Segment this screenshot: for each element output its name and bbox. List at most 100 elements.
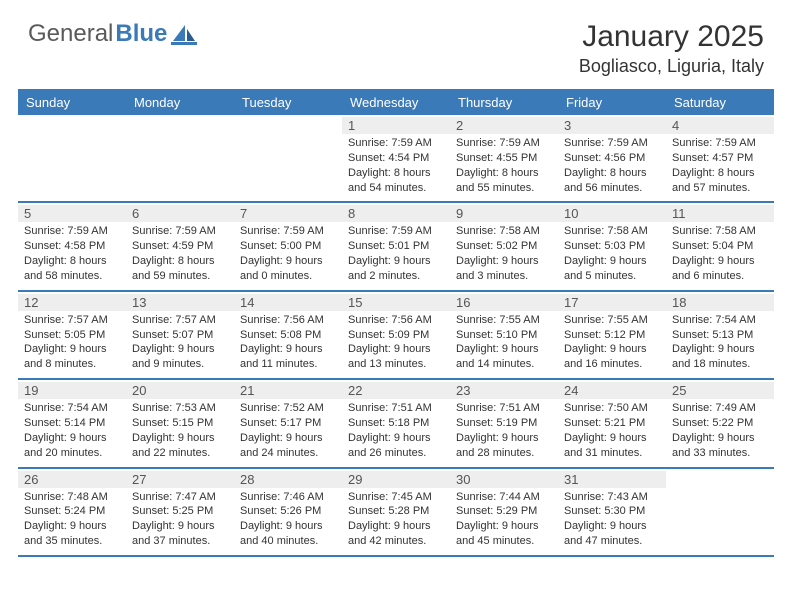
day-number: 19 bbox=[18, 382, 126, 399]
day-number: 15 bbox=[342, 294, 450, 311]
day-header: Wednesday bbox=[342, 91, 450, 115]
day-cell: 9 Sunrise: 7:58 AMSunset: 5:02 PMDaylight… bbox=[450, 203, 558, 289]
day-detail: Sunrise: 7:45 AMSunset: 5:28 PMDaylight:… bbox=[348, 490, 444, 549]
day-number: 28 bbox=[234, 471, 342, 488]
day-header: Thursday bbox=[450, 91, 558, 115]
empty-cell bbox=[234, 115, 342, 201]
day-cell: 19 Sunrise: 7:54 AMSunset: 5:14 PMDayligh… bbox=[18, 380, 126, 466]
day-cell: 4 Sunrise: 7:59 AMSunset: 4:57 PMDaylight… bbox=[666, 115, 774, 201]
day-cell: 24Sunrise: 7:50 AMSunset: 5:21 PMDayligh… bbox=[558, 380, 666, 466]
day-number: 26 bbox=[18, 471, 126, 488]
day-detail: Sunrise: 7:48 AMSunset: 5:24 PMDaylight:… bbox=[24, 490, 120, 549]
day-cell: 2 Sunrise: 7:59 AMSunset: 4:55 PMDaylight… bbox=[450, 115, 558, 201]
logo-sail-icon bbox=[171, 23, 197, 45]
day-cell: 30Sunrise: 7:44 AMSunset: 5:29 PMDayligh… bbox=[450, 469, 558, 555]
day-cell: 25Sunrise: 7:49 AMSunset: 5:22 PMDayligh… bbox=[666, 380, 774, 466]
day-detail: Sunrise: 7:59 AMSunset: 5:00 PMDaylight:… bbox=[240, 224, 336, 283]
day-cell: 29 Sunrise: 7:45 AMSunset: 5:28 PMDayligh… bbox=[342, 469, 450, 555]
day-detail: Sunrise: 7:57 AMSunset: 5:07 PMDaylight:… bbox=[132, 313, 228, 372]
day-number: 23 bbox=[450, 382, 558, 399]
day-detail: Sunrise: 7:57 AMSunset: 5:05 PMDaylight:… bbox=[24, 313, 120, 372]
day-cell: 26 Sunrise: 7:48 AMSunset: 5:24 PMDayligh… bbox=[18, 469, 126, 555]
day-number: 29 bbox=[342, 471, 450, 488]
day-header: Friday bbox=[558, 91, 666, 115]
logo: General Blue bbox=[28, 20, 197, 48]
day-cell: 3Sunrise: 7:59 AMSunset: 4:56 PMDaylight… bbox=[558, 115, 666, 201]
day-number: 21 bbox=[234, 382, 342, 399]
day-number: 14 bbox=[234, 294, 342, 311]
day-number: 11 bbox=[666, 205, 774, 222]
day-cell: 21 Sunrise: 7:52 AMSunset: 5:17 PMDayligh… bbox=[234, 380, 342, 466]
day-cell: 10 Sunrise: 7:58 AMSunset: 5:03 PMDayligh… bbox=[558, 203, 666, 289]
day-cell: 31Sunrise: 7:43 AMSunset: 5:30 PMDayligh… bbox=[558, 469, 666, 555]
day-detail: Sunrise: 7:59 AMSunset: 5:01 PMDaylight:… bbox=[348, 224, 444, 283]
logo-text-1: General bbox=[28, 20, 113, 48]
day-detail: Sunrise: 7:58 AMSunset: 5:03 PMDaylight:… bbox=[564, 224, 660, 283]
day-detail: Sunrise: 7:56 AMSunset: 5:09 PMDaylight:… bbox=[348, 313, 444, 372]
day-number: 22 bbox=[342, 382, 450, 399]
header: General Blue January 2025 Bogliasco, Lig… bbox=[0, 0, 792, 83]
day-cell: 1 Sunrise: 7:59 AMSunset: 4:54 PMDaylight… bbox=[342, 115, 450, 201]
day-detail: Sunrise: 7:52 AMSunset: 5:17 PMDaylight:… bbox=[240, 401, 336, 460]
day-cell: 13Sunrise: 7:57 AMSunset: 5:07 PMDayligh… bbox=[126, 292, 234, 378]
day-number: 31 bbox=[558, 471, 666, 488]
day-number: 30 bbox=[450, 471, 558, 488]
day-detail: Sunrise: 7:53 AMSunset: 5:15 PMDaylight:… bbox=[132, 401, 228, 460]
day-detail: Sunrise: 7:54 AMSunset: 5:14 PMDaylight:… bbox=[24, 401, 120, 460]
day-number: 4 bbox=[666, 117, 774, 134]
week-row: 5 Sunrise: 7:59 AMSunset: 4:58 PMDaylight… bbox=[18, 203, 774, 291]
day-detail: Sunrise: 7:46 AMSunset: 5:26 PMDaylight:… bbox=[240, 490, 336, 549]
day-header-row: SundayMondayTuesdayWednesdayThursdayFrid… bbox=[18, 91, 774, 115]
day-detail: Sunrise: 7:59 AMSunset: 4:56 PMDaylight:… bbox=[564, 136, 660, 195]
day-cell: 14 Sunrise: 7:56 AMSunset: 5:08 PMDayligh… bbox=[234, 292, 342, 378]
day-number: 20 bbox=[126, 382, 234, 399]
day-detail: Sunrise: 7:59 AMSunset: 4:58 PMDaylight:… bbox=[24, 224, 120, 283]
day-header: Sunday bbox=[18, 91, 126, 115]
day-cell: 6 Sunrise: 7:59 AMSunset: 4:59 PMDaylight… bbox=[126, 203, 234, 289]
day-detail: Sunrise: 7:49 AMSunset: 5:22 PMDaylight:… bbox=[672, 401, 768, 460]
day-number: 10 bbox=[558, 205, 666, 222]
day-number: 6 bbox=[126, 205, 234, 222]
day-number: 27 bbox=[126, 471, 234, 488]
day-detail: Sunrise: 7:56 AMSunset: 5:08 PMDaylight:… bbox=[240, 313, 336, 372]
day-cell: 11Sunrise: 7:58 AMSunset: 5:04 PMDayligh… bbox=[666, 203, 774, 289]
week-row: 26 Sunrise: 7:48 AMSunset: 5:24 PMDayligh… bbox=[18, 469, 774, 557]
day-detail: Sunrise: 7:59 AMSunset: 4:57 PMDaylight:… bbox=[672, 136, 768, 195]
day-number: 5 bbox=[18, 205, 126, 222]
day-number: 7 bbox=[234, 205, 342, 222]
title-block: January 2025 Bogliasco, Liguria, Italy bbox=[579, 20, 764, 77]
day-header: Tuesday bbox=[234, 91, 342, 115]
day-detail: Sunrise: 7:51 AMSunset: 5:19 PMDaylight:… bbox=[456, 401, 552, 460]
day-cell: 12Sunrise: 7:57 AMSunset: 5:05 PMDayligh… bbox=[18, 292, 126, 378]
day-cell: 8 Sunrise: 7:59 AMSunset: 5:01 PMDaylight… bbox=[342, 203, 450, 289]
day-cell: 16Sunrise: 7:55 AMSunset: 5:10 PMDayligh… bbox=[450, 292, 558, 378]
day-cell: 27Sunrise: 7:47 AMSunset: 5:25 PMDayligh… bbox=[126, 469, 234, 555]
day-cell: 18Sunrise: 7:54 AMSunset: 5:13 PMDayligh… bbox=[666, 292, 774, 378]
day-header: Monday bbox=[126, 91, 234, 115]
day-cell: 17 Sunrise: 7:55 AMSunset: 5:12 PMDayligh… bbox=[558, 292, 666, 378]
weeks-container: 1 Sunrise: 7:59 AMSunset: 4:54 PMDaylight… bbox=[18, 115, 774, 557]
day-number: 8 bbox=[342, 205, 450, 222]
day-detail: Sunrise: 7:55 AMSunset: 5:10 PMDaylight:… bbox=[456, 313, 552, 372]
empty-cell bbox=[126, 115, 234, 201]
day-detail: Sunrise: 7:55 AMSunset: 5:12 PMDaylight:… bbox=[564, 313, 660, 372]
day-number: 2 bbox=[450, 117, 558, 134]
day-cell: 7 Sunrise: 7:59 AMSunset: 5:00 PMDaylight… bbox=[234, 203, 342, 289]
week-row: 12Sunrise: 7:57 AMSunset: 5:05 PMDayligh… bbox=[18, 292, 774, 380]
day-cell: 15 Sunrise: 7:56 AMSunset: 5:09 PMDayligh… bbox=[342, 292, 450, 378]
day-cell: 20 Sunrise: 7:53 AMSunset: 5:15 PMDayligh… bbox=[126, 380, 234, 466]
empty-cell bbox=[666, 469, 774, 555]
day-number: 9 bbox=[450, 205, 558, 222]
day-detail: Sunrise: 7:50 AMSunset: 5:21 PMDaylight:… bbox=[564, 401, 660, 460]
day-detail: Sunrise: 7:59 AMSunset: 4:54 PMDaylight:… bbox=[348, 136, 444, 195]
day-detail: Sunrise: 7:59 AMSunset: 4:59 PMDaylight:… bbox=[132, 224, 228, 283]
week-row: 1 Sunrise: 7:59 AMSunset: 4:54 PMDaylight… bbox=[18, 115, 774, 203]
day-number: 17 bbox=[558, 294, 666, 311]
day-cell: 5 Sunrise: 7:59 AMSunset: 4:58 PMDaylight… bbox=[18, 203, 126, 289]
day-detail: Sunrise: 7:58 AMSunset: 5:02 PMDaylight:… bbox=[456, 224, 552, 283]
day-number: 1 bbox=[342, 117, 450, 134]
day-detail: Sunrise: 7:51 AMSunset: 5:18 PMDaylight:… bbox=[348, 401, 444, 460]
day-detail: Sunrise: 7:59 AMSunset: 4:55 PMDaylight:… bbox=[456, 136, 552, 195]
day-cell: 23 Sunrise: 7:51 AMSunset: 5:19 PMDayligh… bbox=[450, 380, 558, 466]
month-title: January 2025 bbox=[579, 20, 764, 54]
